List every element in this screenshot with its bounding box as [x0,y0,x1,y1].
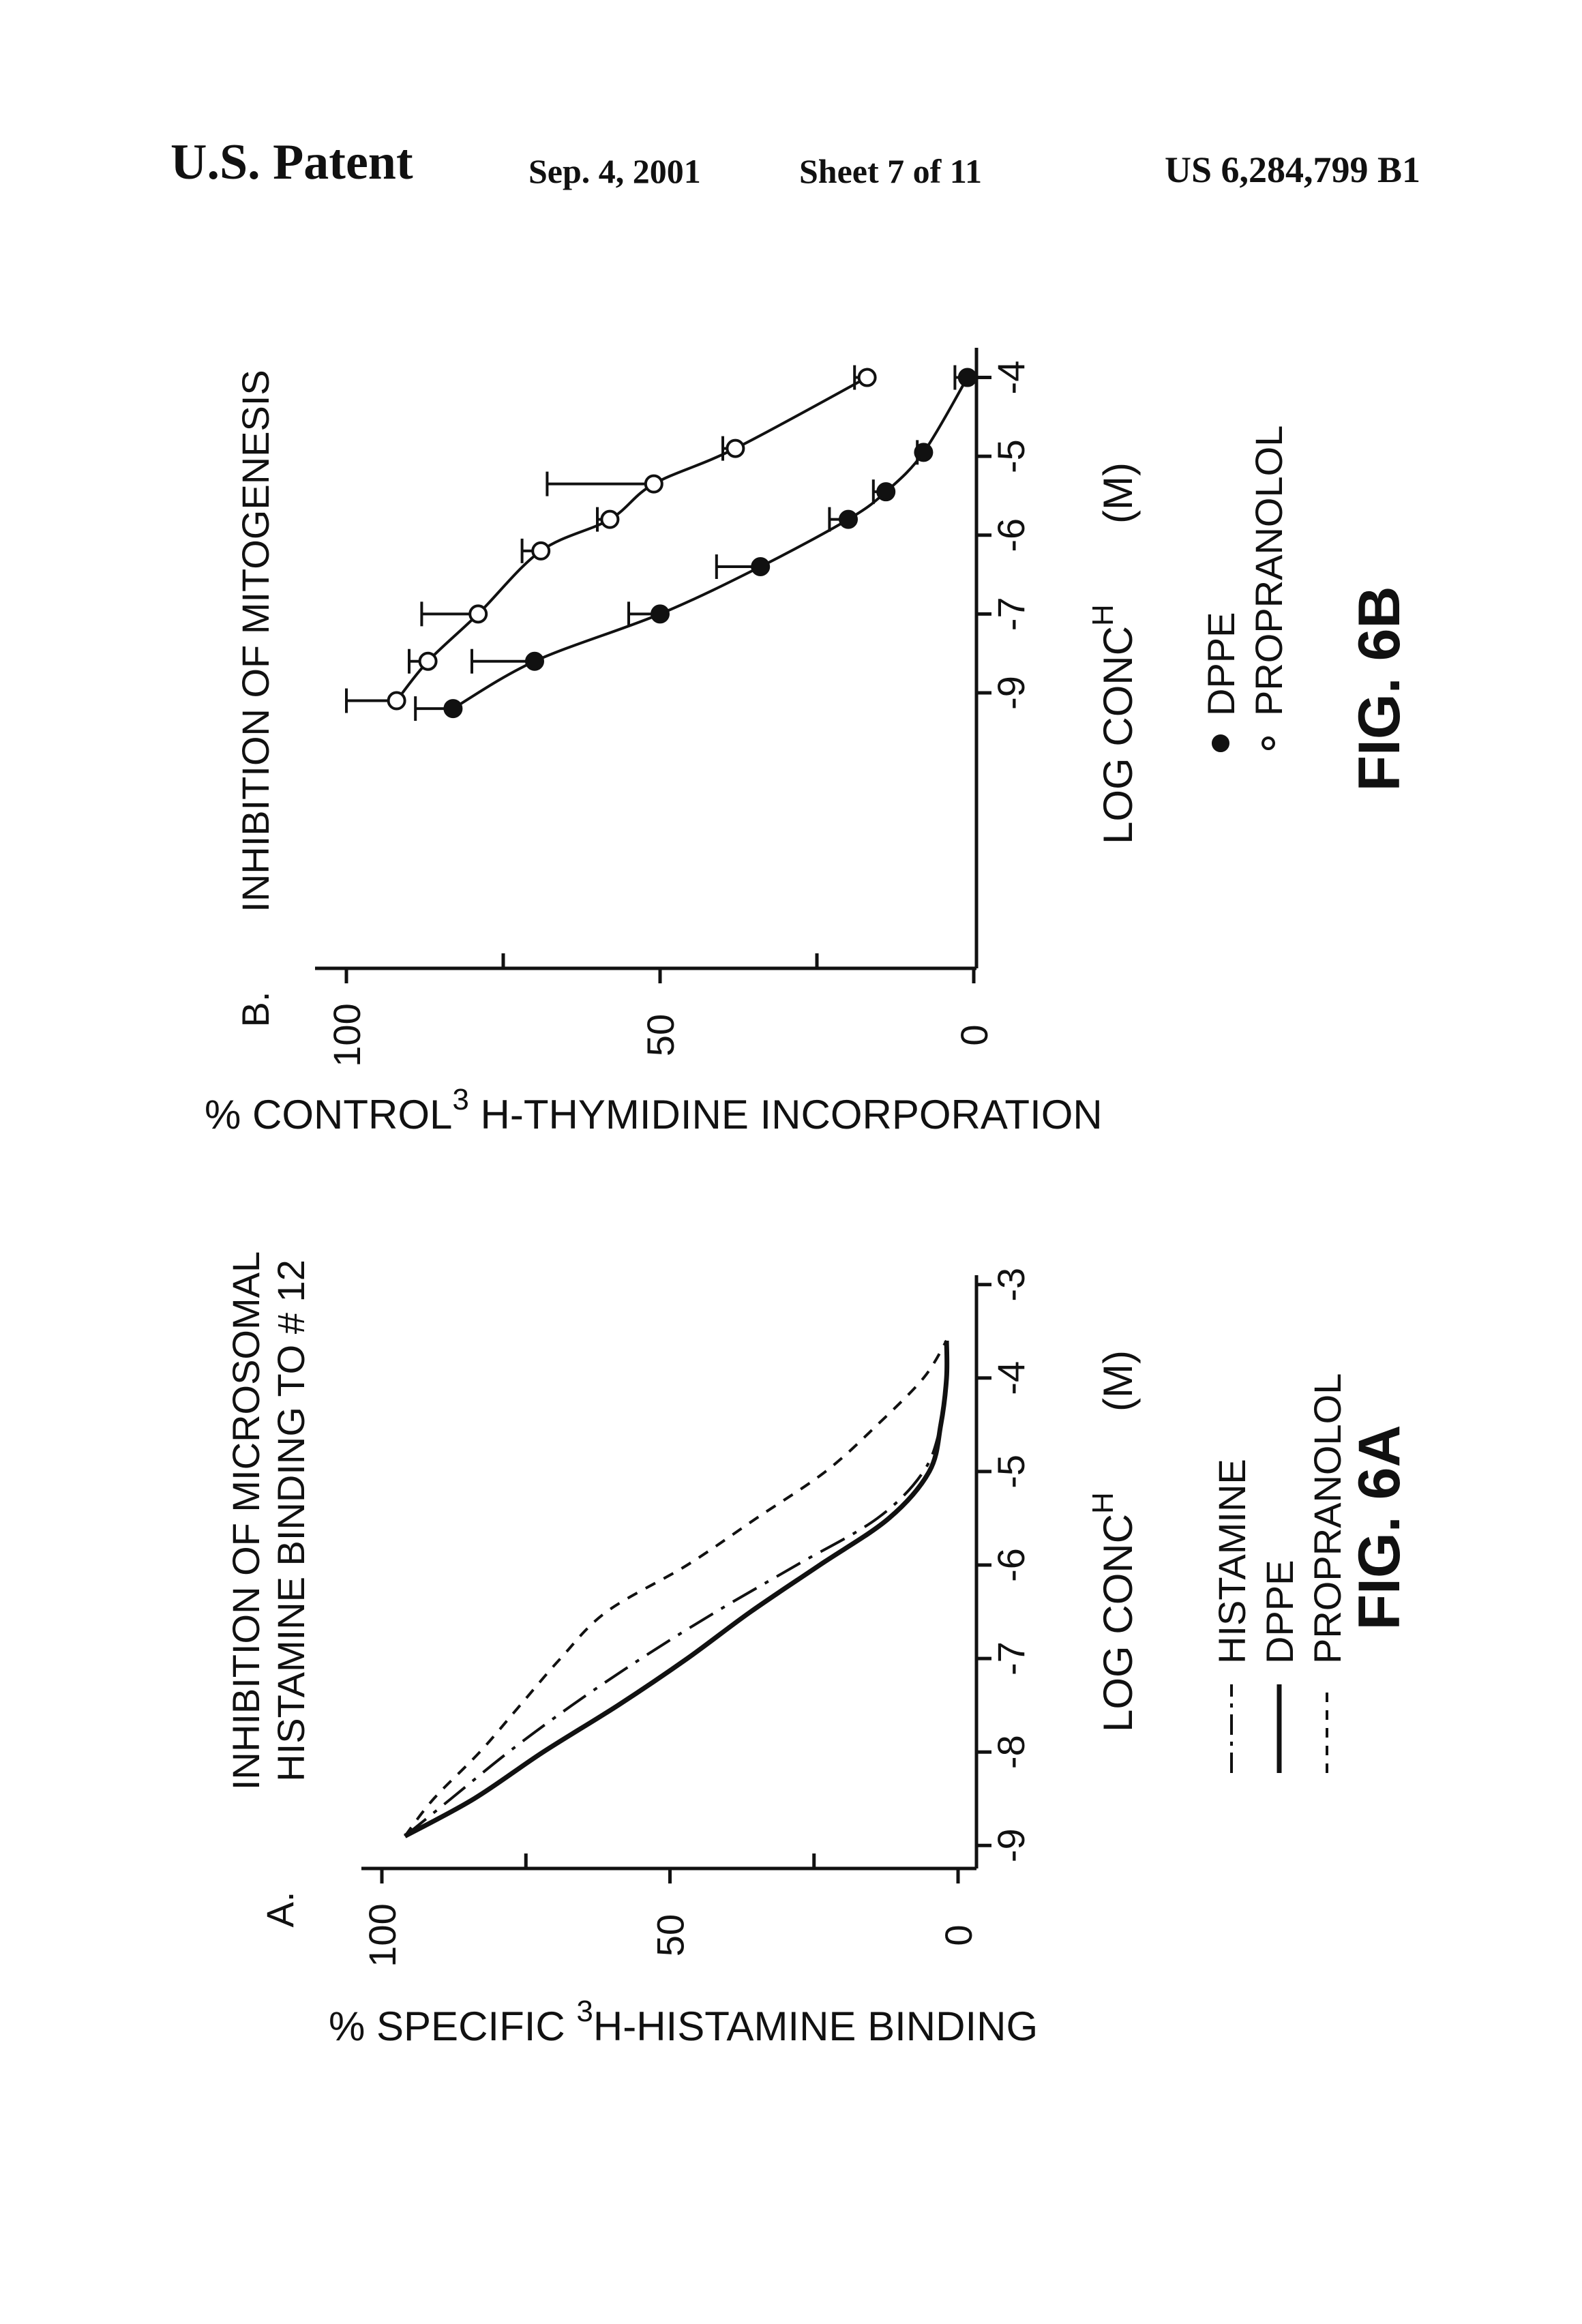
x-tick-label: -6 [989,1548,1032,1582]
data-point-dppe [878,483,894,500]
y-tick-label: 50 [649,1914,692,1956]
data-point-dppe [526,653,543,670]
data-point-dppe [959,370,976,386]
series-line-histamine [405,1341,947,1836]
data-point-dppe [915,444,931,460]
x-tick-label: -8 [989,1735,1032,1769]
series-line-dppe [405,1341,947,1836]
x-tick-label: -5 [989,439,1032,473]
legend-label-propranolol: PROPRANOLOL [1247,426,1290,716]
panel-title-line: INHIBITION OF MITOGENESIS [234,370,277,912]
y-tick-label: 100 [361,1903,404,1967]
data-point-propranolol [646,476,662,492]
legend-marker-dppe [1213,736,1228,751]
series-line-propranolol [397,378,867,701]
data-point-propranolol [727,441,743,457]
data-point-propranolol [420,653,436,670]
panel-title-line: INHIBITION OF MICROSOMAL [224,1251,267,1790]
data-point-dppe [445,700,461,717]
data-point-propranolol [389,693,405,709]
data-point-dppe [840,511,856,528]
data-point-dppe [752,558,768,575]
y-tick-label: 0 [953,1024,996,1045]
x-tick-label: -5 [989,1455,1032,1489]
legend-label-dppe: DPPE [1258,1560,1301,1665]
x-tick-label: -9 [989,1828,1032,1862]
panel-a: -9 -8 -7 -6 -5 -4 -3 0 50 100 A. INHIBITION OF MICR… [224,1251,1412,2049]
y-axis-label: % CONTROL3 H-THYMIDINE INCORPORATION [205,1083,1103,1137]
x-tick-label: -9 [989,676,1032,710]
data-point-propranolol [859,370,876,386]
x-tick-label: -7 [989,1641,1032,1675]
y-tick-label: 100 [325,1003,368,1067]
panel-b: -9 -7 -6 -5 -4 0 50 100 B. INHIBITION OF MITOGENE… [205,348,1412,1137]
panel-title-line: HISTAMINE BINDING TO # 12 [269,1260,312,1782]
panel-label: B. [234,992,277,1028]
y-tick-label: 50 [639,1014,682,1056]
data-point-dppe [652,606,668,622]
data-point-propranolol [601,511,618,528]
x-tick-label: -3 [989,1268,1032,1302]
x-tick-label: -4 [989,1361,1032,1395]
y-axis-label: % SPECIFIC 3H-HISTAMINE BINDING [329,1995,1038,2049]
legend-label-dppe: DPPE [1199,612,1242,717]
data-point-propranolol [533,543,549,559]
legend-label-propranolol: PROPRANOLOL [1306,1373,1349,1664]
series-line-propranolol [405,1341,946,1836]
x-axis-unit: (M) [1095,1350,1141,1412]
x-tick-label: -7 [989,597,1032,631]
legend-label-histamine: HISTAMINE [1210,1459,1253,1664]
panel-label: A. [258,1892,301,1928]
x-axis-label: LOG CONCH [1086,1492,1141,1732]
figure-label: FIG. 6B [1347,586,1412,791]
figure-label: FIG. 6A [1347,1425,1412,1630]
x-axis-label: LOG CONCH [1086,604,1141,844]
y-tick-label: 0 [937,1924,980,1946]
x-tick-label: -6 [989,518,1032,552]
data-point-propranolol [470,606,486,622]
legend-marker-propranolol [1263,738,1274,749]
x-tick-label: -4 [989,361,1032,395]
x-axis-unit: (M) [1095,462,1141,524]
